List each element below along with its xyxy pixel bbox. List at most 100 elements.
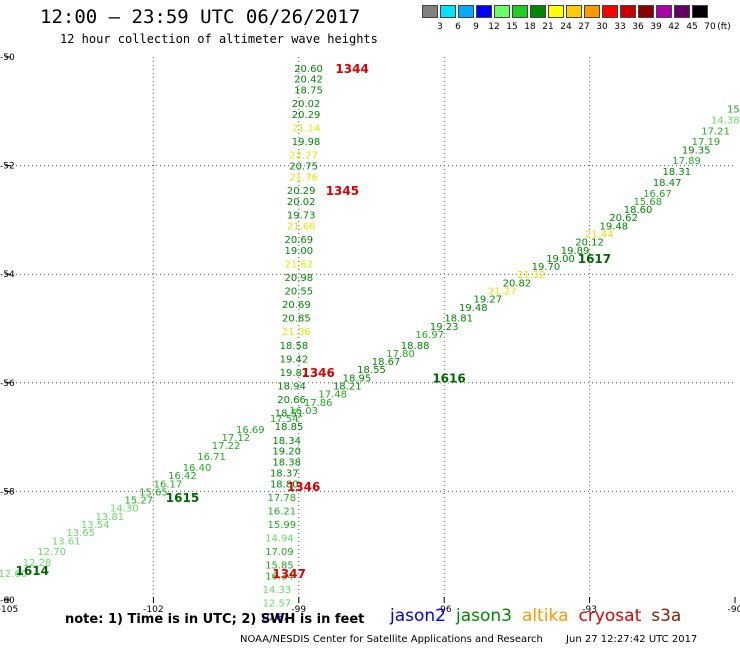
swh-value: 18.75 [294, 86, 323, 97]
swh-value: 20.02 [292, 99, 321, 110]
swh-value: 12.28 [23, 558, 52, 569]
scale-swatch [566, 5, 582, 18]
swh-value: 13.65 [66, 528, 95, 539]
swh-value: 18.51 [275, 409, 304, 420]
grid-lines [8, 57, 735, 600]
swh-value: 19.20 [272, 447, 301, 458]
mission-jason2: jason2 [390, 606, 446, 626]
swh-value: 15. [727, 105, 740, 116]
scale-label: 12 [488, 22, 500, 32]
swh-value: 18.60 [624, 205, 653, 216]
swh-value: 18.58 [280, 341, 309, 352]
swh-value: 20.42 [294, 75, 323, 86]
pass-number: 1345 [326, 184, 359, 198]
swh-value: 18.67 [372, 357, 401, 368]
swh-value: 14.30 [110, 504, 139, 515]
swh-value: 22.27 [289, 151, 318, 162]
swh-value: 16.40 [183, 463, 212, 474]
scale-swatch [602, 5, 618, 18]
swh-value: 19.00 [546, 254, 575, 265]
swh-value: 20.60 [294, 64, 323, 75]
swh-value: 18.85 [275, 422, 304, 433]
pass-number: 1346 [301, 366, 334, 380]
swh-value: 18.95 [343, 373, 372, 384]
mission-altika: altika [522, 606, 569, 626]
swh-value: 19.27 [473, 295, 502, 306]
swh-value: 15.85 [265, 561, 294, 572]
swh-value: 16.21 [268, 506, 297, 517]
swh-value: 21.76 [289, 172, 318, 183]
lon-tick-label: -102 [143, 605, 163, 615]
lat-tick-label: -60 [0, 596, 15, 606]
swh-value: 15.65 [139, 487, 168, 498]
lat-tick-label: -50 [0, 53, 15, 63]
scale-label: 9 [473, 22, 479, 32]
scale-label: 39 [650, 22, 662, 32]
swh-value: 17.48 [318, 390, 347, 401]
swh-value: 19.35 [682, 145, 711, 156]
swh-value: 16.17 [154, 479, 183, 490]
swh-value: 19.42 [280, 354, 309, 365]
swh-value: 20.98 [284, 273, 313, 284]
swh-value: 18.81 [444, 314, 473, 325]
scale-swatch [692, 5, 708, 18]
pass-number: 1616 [432, 371, 465, 385]
swh-value: 19.48 [600, 221, 629, 232]
scale-label: 36 [632, 22, 644, 32]
scale-label: 30 [596, 22, 608, 32]
swh-value: 15.99 [268, 520, 297, 531]
scale-label: 15 [506, 22, 518, 32]
swh-value: 20.75 [289, 162, 318, 173]
swh-value: 16.42 [168, 471, 197, 482]
swh-value: 17.78 [268, 493, 297, 504]
swh-value: 19.87 [280, 368, 309, 379]
swh-value: 21.66 [287, 221, 316, 232]
lat-tick-label: -58 [0, 487, 15, 497]
swh-value: 14.38 [711, 115, 740, 126]
diagonal-pass-track: 12.6012.2812.7013.6113.6513.5413.8114.30… [0, 105, 740, 580]
swh-value: 16.03 [289, 406, 318, 417]
swh-value: 13.61 [52, 536, 81, 547]
lat-tick-label: -56 [0, 379, 15, 389]
scale-swatch [422, 5, 438, 18]
swh-value: 19.48 [459, 303, 488, 314]
pass-number-labels: 1344 1345 1346 1346 1347 1614 1615 1616 1617 [16, 62, 612, 581]
swh-value: 18.94 [277, 382, 306, 393]
pass-number: 1346 [287, 480, 320, 494]
swh-value: 18.47 [653, 178, 682, 189]
swh-value: 20.29 [287, 186, 316, 197]
scale-label: 70 [704, 22, 716, 32]
scale-label: 18 [524, 22, 536, 32]
swh-value: 18.34 [272, 436, 301, 447]
scale-swatch [458, 5, 474, 18]
swh-value: 20.82 [503, 278, 532, 289]
swh-value: 21.27 [488, 286, 517, 297]
swh-value: 14.94 [265, 534, 294, 545]
pass-number: 1614 [16, 564, 49, 578]
swh-value: 17.54 [270, 414, 299, 425]
swh-value: 12.70 [37, 547, 66, 558]
swh-value: 21.62 [284, 259, 313, 270]
swh-value: 14.33 [263, 585, 292, 596]
pass-number: 1615 [166, 491, 199, 505]
swh-value: 17.80 [386, 349, 415, 360]
swh-value: 21.36 [282, 327, 311, 338]
mission-legend: jason2 jason3 altika cryosat s3a [390, 606, 691, 626]
swh-value: 17.89 [672, 156, 701, 167]
scale-swatch [620, 5, 636, 18]
scale-label: 3 [437, 22, 443, 32]
swh-value: 17.12 [221, 433, 250, 444]
scale-swatch [584, 5, 600, 18]
swh-value: 18.37 [270, 468, 299, 479]
swh-value: 20.69 [282, 300, 311, 311]
swh-value: 17.22 [212, 441, 241, 452]
swh-value: 20.55 [284, 286, 313, 297]
lat-tick-label: -54 [0, 270, 15, 280]
swh-value: 16.69 [236, 425, 265, 436]
swh-value: 12.57 [263, 599, 292, 610]
swh-value: 20.69 [284, 235, 313, 246]
swh-value: 20.66 [277, 395, 306, 406]
lon-tick-label: -99 [291, 605, 306, 615]
swh-value: 10.67 [260, 612, 289, 623]
footer: NOAA/NESDIS Center for Satellite Applica… [240, 634, 697, 645]
